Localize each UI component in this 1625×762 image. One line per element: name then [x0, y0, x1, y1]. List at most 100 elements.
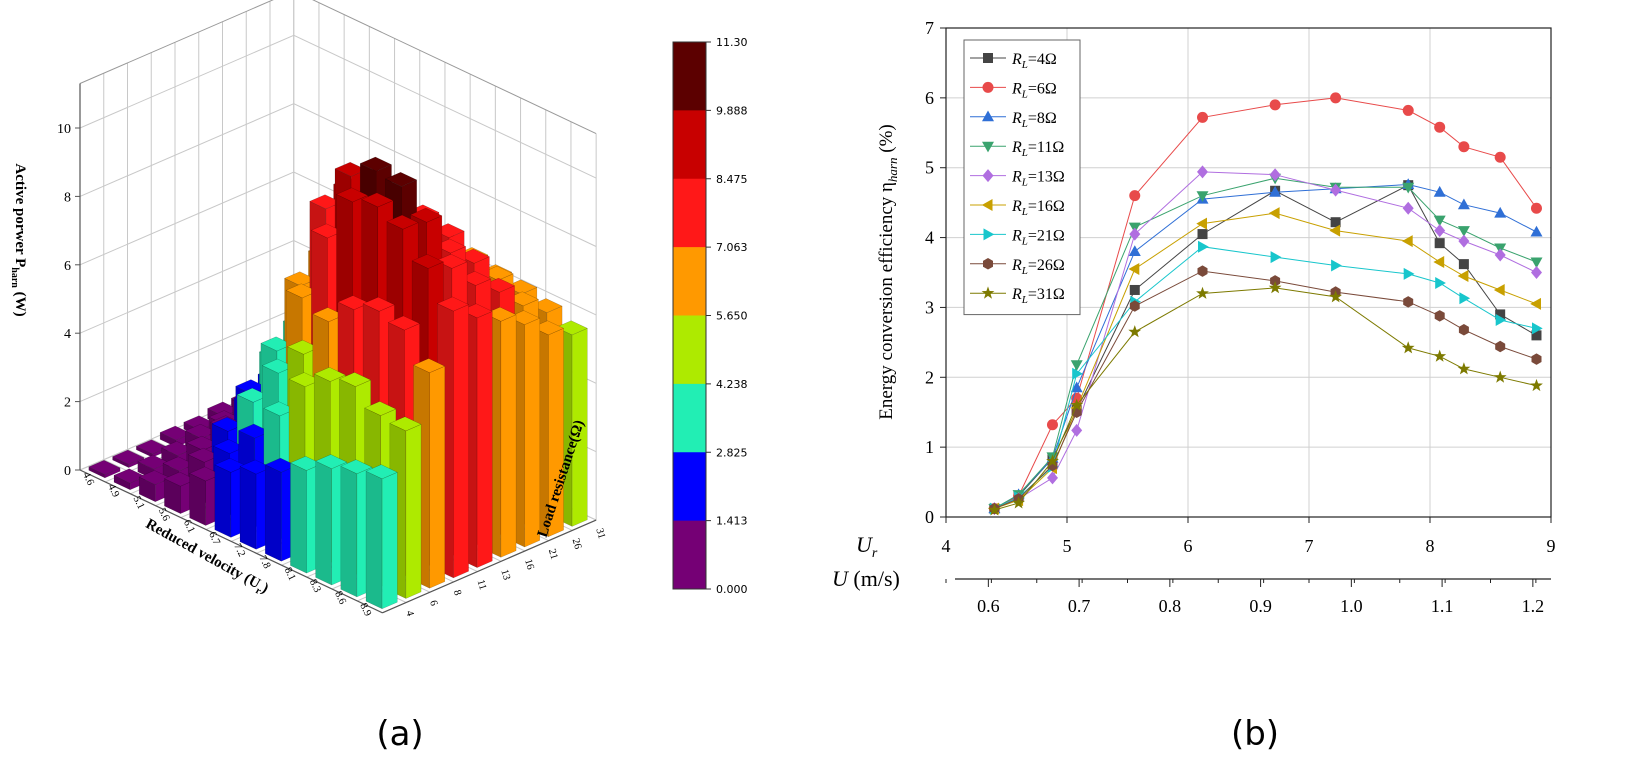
bar-top	[363, 401, 397, 416]
marker-hexagon	[1270, 275, 1281, 287]
caption-b: (b)	[1231, 714, 1279, 754]
marker-star	[1329, 290, 1342, 303]
x-tick-label: 4.6	[80, 471, 96, 488]
x-tick-label: 5	[1063, 536, 1072, 556]
bar-top	[362, 296, 396, 312]
x2-tick-label: 0.6	[977, 596, 1000, 616]
marker-hexagon	[1403, 296, 1414, 308]
marker-diamond	[1531, 266, 1542, 279]
marker-hexagon	[1197, 265, 1208, 277]
bar-top	[340, 459, 373, 475]
marker-hexagon	[1531, 353, 1542, 365]
marker-triangle-down	[1070, 360, 1083, 371]
bar-top	[530, 298, 563, 313]
bar-top	[482, 277, 516, 293]
legend-label: RL=21Ω	[1011, 227, 1065, 247]
bar-top	[484, 306, 517, 322]
marker-circle	[1197, 111, 1209, 123]
marker-square	[1458, 259, 1469, 270]
bar-face	[381, 471, 398, 610]
marker-triangle-right	[1270, 251, 1282, 264]
marker-square	[1129, 284, 1140, 295]
x-tick-label: 6	[1184, 536, 1193, 556]
z-tick-label: 0	[64, 464, 71, 479]
x-tick-label: 8.6	[332, 590, 348, 607]
marker-square	[1434, 238, 1445, 249]
legend-label: RL=31Ω	[1011, 286, 1065, 306]
y-tick-label: 21	[546, 548, 559, 561]
x-tick-label: 5.6	[156, 506, 172, 523]
x-tick-label: 8.9	[357, 602, 373, 619]
marker-triangle-down	[1196, 191, 1209, 202]
bar-top	[458, 271, 492, 286]
legend-label: RL=26Ω	[1011, 257, 1065, 277]
y-tick-label: 31	[593, 527, 606, 540]
colorbar-tick-label: 5.650	[716, 310, 748, 323]
marker-hexagon	[1495, 340, 1506, 353]
bar-top	[436, 296, 470, 312]
marker-star	[1012, 496, 1025, 509]
marker-hexagon	[1129, 300, 1140, 312]
x-axis	[79, 469, 383, 614]
x-tick-label: 8.1	[282, 566, 298, 583]
bar-top	[411, 254, 445, 269]
marker-triangle-left	[1402, 235, 1413, 248]
marker-triangle-left	[1329, 224, 1341, 237]
panel-a-bars	[88, 156, 588, 610]
marker-diamond	[1129, 227, 1141, 241]
bar-top	[386, 214, 419, 230]
z-axis-label: Active porwer Pharn (W)	[9, 163, 28, 316]
marker-hexagon	[983, 258, 993, 270]
bar-top	[409, 207, 443, 223]
marker-star	[1196, 286, 1209, 299]
colorbar-tick-label: 1.413	[716, 515, 748, 528]
colorbar-segment	[673, 520, 706, 590]
bar-top	[555, 320, 588, 336]
y-tick-label: 16	[522, 558, 535, 571]
marker-triangle-down	[1433, 215, 1446, 227]
bar-top	[481, 265, 514, 281]
marker-triangle-down	[1530, 257, 1543, 269]
legend: RL=4Ω RL=6Ω RL=8Ω RL=11Ω RL=13Ω RL=16Ω RL=21Ω R…	[963, 39, 1081, 316]
marker-triangle-right	[1532, 322, 1543, 335]
bar-face	[429, 365, 446, 589]
legend-label: RL=11Ω	[1011, 139, 1064, 159]
marker-star	[1530, 378, 1543, 392]
marker-triangle-left	[1196, 217, 1207, 230]
marker-diamond	[1197, 165, 1208, 179]
colorbar-segment	[673, 42, 706, 111]
panel-a-ticks: 0 2 4 6 8 10 4.6 4.9 5.1 5.6 6.1 6.7 7.2 7.8 8.1 8.3 8.6…	[57, 122, 607, 618]
bar-face	[365, 470, 383, 610]
bar-face	[264, 464, 282, 562]
marker-diamond	[1330, 183, 1342, 197]
marker-triangle-left	[1433, 256, 1445, 268]
bar-top	[384, 172, 418, 187]
y-axis	[382, 519, 597, 614]
marker-triangle-right	[1072, 367, 1083, 380]
marker-circle	[1458, 141, 1470, 153]
x-tick-label: 5.1	[131, 494, 147, 511]
box-edge	[79, 0, 597, 135]
colorbar-tick-label: 11.30	[716, 36, 748, 49]
bar-face	[340, 465, 358, 598]
marker-circle	[1129, 190, 1141, 202]
marker-triangle-left	[1457, 270, 1469, 282]
marker-circle	[1530, 202, 1542, 214]
bar-face	[290, 462, 307, 574]
panel-b-line-chart: 0 1 2 3 4 5 6 7 4 5 6 7 8 9 0.6 0.7 0.8 0.9 1.0 1.1 1.2 Ener…	[832, 18, 1556, 754]
bar-face	[214, 464, 232, 538]
marker-star	[1070, 398, 1084, 411]
bar-top	[314, 454, 348, 469]
legend-label: RL=4Ω	[1011, 51, 1057, 71]
marker-triangle-up	[982, 110, 994, 122]
marker-circle	[1494, 151, 1506, 163]
marker-square	[1495, 309, 1506, 320]
grid-line	[79, 103, 597, 247]
colorbar-tick-label: 8.475	[716, 173, 748, 186]
x-tick-label: 7.2	[231, 542, 247, 559]
marker-triangle-down	[982, 141, 994, 153]
marker-hexagon	[1434, 310, 1445, 322]
marker-diamond	[1434, 224, 1446, 238]
bar-face	[500, 314, 517, 558]
marker-triangle-down	[1402, 182, 1415, 194]
